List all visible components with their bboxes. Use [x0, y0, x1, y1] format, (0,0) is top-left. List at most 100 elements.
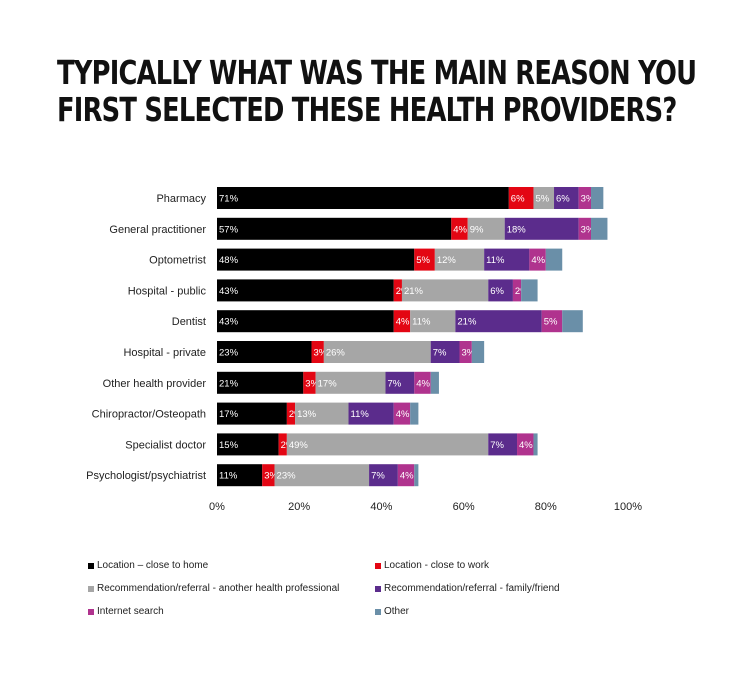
bar-segment [217, 433, 279, 456]
bar-segment [529, 248, 546, 271]
x-tick-label: 20% [288, 501, 310, 513]
data-label: 5% [535, 194, 549, 205]
bar-segment [410, 402, 419, 425]
category-label: Specialist doctor [125, 439, 206, 451]
data-label: 4% [531, 255, 545, 266]
bar-segment [217, 217, 452, 240]
data-label: 21% [404, 286, 424, 297]
legend-item: Recommendation/referral - another health… [88, 583, 339, 594]
category-label: Psychologist/psychiatrist [86, 470, 206, 482]
bar-segment [303, 371, 316, 394]
bar-segment [554, 187, 579, 209]
bar-segment [512, 279, 522, 302]
bar-segment [410, 310, 456, 333]
data-label: 21% [219, 378, 239, 389]
data-label: 57% [219, 224, 239, 235]
data-label: 11% [412, 317, 431, 328]
data-label: 3% [305, 378, 319, 389]
data-label: 6% [490, 286, 504, 297]
legend-item: Location - close to work [375, 560, 489, 571]
data-label: 12% [437, 255, 457, 266]
data-label: 13% [297, 409, 317, 420]
legend-swatch [88, 562, 94, 569]
data-label: 7% [371, 471, 385, 482]
legend-label: Other [384, 606, 410, 617]
data-label: 71% [219, 194, 239, 205]
category-label: General practitioner [109, 224, 206, 236]
data-label: 17% [219, 409, 239, 420]
legend-swatch [375, 562, 381, 569]
legend-item: Other [375, 606, 409, 617]
data-label: 6% [556, 194, 570, 205]
data-label: 7% [388, 378, 402, 389]
bar-segment [217, 279, 394, 302]
bar-segment [430, 341, 460, 363]
bar-segment [578, 217, 592, 240]
data-label: 23% [219, 348, 239, 359]
data-label: 5% [544, 317, 558, 328]
bar-segment [286, 433, 489, 456]
legend-item: Internet search [88, 606, 164, 617]
data-label: 11% [486, 255, 505, 266]
legend-swatch [375, 608, 381, 615]
bar-segment [533, 433, 538, 456]
bar-segment [393, 310, 411, 333]
bar-segment [295, 402, 349, 425]
data-label: 4% [400, 471, 414, 482]
bar-segment [311, 341, 324, 363]
bar-segment [484, 248, 530, 271]
legend-swatch [88, 608, 94, 615]
data-label: 9% [470, 224, 484, 235]
data-label: 5% [416, 255, 430, 266]
category-label: Hospital - private [123, 347, 206, 359]
category-label: Chiropractor/Osteopath [92, 409, 206, 421]
data-label: 11% [219, 471, 238, 482]
data-label: 4% [416, 378, 430, 389]
bar-segment [414, 371, 431, 394]
bar-segment [541, 310, 563, 333]
x-tick-label: 60% [453, 501, 475, 513]
data-label: 26% [326, 348, 346, 359]
data-label: 4% [396, 317, 410, 328]
data-label: 3% [581, 224, 595, 235]
legend-label: Location - close to work [384, 560, 490, 571]
data-label: 23% [277, 471, 297, 482]
bar-segment [217, 464, 263, 487]
data-label: 18% [507, 224, 527, 235]
bar-segment [262, 464, 275, 487]
data-label: 43% [219, 286, 239, 297]
legend-label: Location – close to home [97, 560, 209, 571]
bar-segment [414, 248, 435, 271]
bar-segment [286, 402, 296, 425]
data-label: 4% [453, 224, 467, 235]
data-label: 3% [264, 471, 278, 482]
data-label: 3% [581, 194, 595, 205]
bar-segment [434, 248, 485, 271]
bar-segment [545, 248, 563, 271]
bar-segment [467, 217, 505, 240]
bar-segment [591, 187, 604, 209]
legend-item: Location – close to home [88, 560, 208, 571]
bar-segment [488, 433, 518, 456]
data-label: 3% [314, 348, 328, 359]
category-label: Pharmacy [156, 193, 206, 205]
bar-segment [591, 217, 608, 240]
bar-segment [414, 464, 419, 487]
legend-item: Recommendation/referral - family/friend [375, 583, 560, 594]
bar-segment [451, 217, 468, 240]
data-label: 7% [490, 440, 504, 451]
data-label: 49% [289, 440, 309, 451]
data-label: 11% [351, 409, 370, 420]
bar-segment [217, 402, 287, 425]
bar-segment [217, 371, 304, 394]
bar-segment [459, 341, 472, 363]
bar-segment [217, 187, 509, 209]
x-tick-label: 80% [535, 501, 557, 513]
legend-label: Recommendation/referral - family/friend [384, 583, 560, 594]
bar-segment [385, 371, 415, 394]
bar-segment [278, 433, 287, 456]
x-tick-label: 100% [614, 501, 642, 513]
data-label: 21% [457, 317, 477, 328]
bar-segment [517, 433, 534, 456]
category-label: Optometrist [149, 255, 206, 267]
